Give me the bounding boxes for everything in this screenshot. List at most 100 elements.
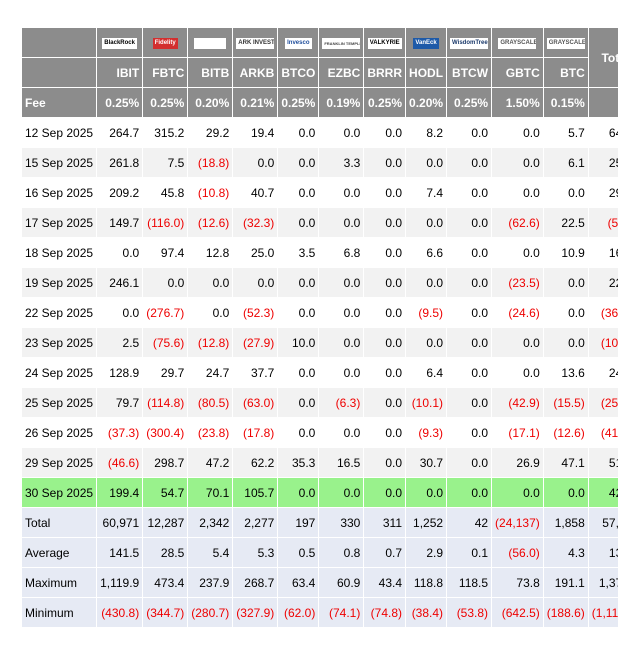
logo-cell: GRAYSCALE <box>542 27 589 58</box>
row-label: 25 Sep 2025 <box>20 387 98 418</box>
cell-value: (188.6) <box>542 597 589 628</box>
cell-value: 42 <box>446 507 493 538</box>
cell-value: 264.7 <box>96 117 144 148</box>
cell-value: (24.6) <box>491 297 544 328</box>
cell-value: 1,858 <box>542 507 589 538</box>
cell-value: (46.6) <box>96 447 144 478</box>
cell-value: (15.5) <box>542 387 589 418</box>
cell-value: 5.3 <box>232 537 279 568</box>
cell-value: 0.0 <box>405 207 448 238</box>
cell-value: (276.7) <box>142 297 189 328</box>
corner-cell <box>20 57 98 88</box>
cell-value: (24,137) <box>491 507 544 538</box>
cell-value: (300.4) <box>142 417 189 448</box>
cell-value: (80.5) <box>187 387 234 418</box>
cell-value: 3.3 <box>318 147 365 178</box>
date-row: 22 Sep 2025 0.0 (276.7) 0.0 (52.3) 0.0 0.0 0.0(… <box>20 297 618 328</box>
cell-value: 0.0 <box>491 477 544 508</box>
cell-value: 0.0 <box>446 207 493 238</box>
cell-value: 97.4 <box>142 237 189 268</box>
cell-value: 37.7 <box>232 357 279 388</box>
cell-value: 2,342 <box>187 507 234 538</box>
cell-value: 0.0 <box>363 477 407 508</box>
cell-value: 28.5 <box>142 537 189 568</box>
ticker-row: IBIT FBTC BITB ARKB BTCO EZBC BRRR HODL BTCW GBTC… <box>20 57 618 88</box>
cell-value: 6.1 <box>542 147 589 178</box>
issuer-logo: ARK INVEST <box>236 37 275 49</box>
cell-value: 0.0 <box>542 267 589 298</box>
date-row: 25 Sep 2025 79.7 (114.8) (80.5) (63.0) 0.0 (6.… <box>20 387 618 418</box>
date-row: 17 Sep 2025 149.7 (116.0) (12.6) (32.3) 0.0 0.… <box>20 207 618 238</box>
cell-value: 0.0 <box>318 207 365 238</box>
cell-value: (53.8) <box>446 597 493 628</box>
cell-value: 73.8 <box>491 567 544 598</box>
ticker: HODL <box>405 57 448 88</box>
cell-value: 54.7 <box>142 477 189 508</box>
cell-value: 0.0 <box>277 417 320 448</box>
row-label: 18 Sep 2025 <box>20 237 98 268</box>
cell-value: 473.4 <box>142 567 189 598</box>
cell-value: 16.5 <box>318 447 365 478</box>
cell-value: 197 <box>277 507 320 538</box>
ticker: FBTC <box>142 57 189 88</box>
fee-value: 0.21% <box>232 87 279 118</box>
cell-value: (17.8) <box>232 417 279 448</box>
cell-value: 199.4 <box>96 477 144 508</box>
cell-value: 0.0 <box>318 477 365 508</box>
cell-value: 12.8 <box>187 237 234 268</box>
cell-value: 6.8 <box>318 237 365 268</box>
cell-value: 3.5 <box>277 237 320 268</box>
cell-value: 0.0 <box>277 117 320 148</box>
cell-value: (12.6) <box>187 207 234 238</box>
cell-value: (9.5) <box>405 297 448 328</box>
cell-value: 0.0 <box>318 357 365 388</box>
fee-value: 0.20% <box>405 87 448 118</box>
cell-value: 0.0 <box>187 297 234 328</box>
corner-cell <box>20 27 98 58</box>
cell-value: 222.6 <box>587 267 618 298</box>
cell-value: 0.0 <box>363 387 407 418</box>
cell-value: 0.0 <box>277 387 320 418</box>
cell-value: 0.0 <box>363 297 407 328</box>
cell-value: 62.2 <box>232 447 279 478</box>
ticker: BTCO <box>277 57 320 88</box>
summary-row: Maximum 1,119.9 473.4 237.9 268.7 63.4 60.9 43.… <box>20 567 618 598</box>
cell-value: (18.8) <box>187 147 234 178</box>
logo-cell: BlackRock <box>96 27 144 58</box>
logo-cell: GRAYSCALE <box>491 27 544 58</box>
cell-value: 105.7 <box>232 477 279 508</box>
cell-value: 0.0 <box>363 177 407 208</box>
cell-value: (38.4) <box>405 597 448 628</box>
cell-value: 0.0 <box>363 207 407 238</box>
cell-value: 0.0 <box>405 477 448 508</box>
fee-value: 0.25% <box>446 87 493 118</box>
cell-value: 0.0 <box>277 357 320 388</box>
logo-cell: Invesco <box>277 27 320 58</box>
cell-value: 0.0 <box>363 237 407 268</box>
cell-value: 0.0 <box>491 327 544 358</box>
cell-value: 60.9 <box>318 567 365 598</box>
row-label: 23 Sep 2025 <box>20 327 98 358</box>
cell-value: 0.0 <box>318 297 365 328</box>
cell-value: 60,971 <box>96 507 144 538</box>
cell-value: 149.7 <box>96 207 144 238</box>
logo-cell: VALKYRIE <box>363 27 407 58</box>
row-label: Minimum <box>20 597 98 628</box>
fee-row: Fee 0.25% 0.25% 0.20% 0.21% 0.25% 0.19% 0.25% 0.… <box>20 87 618 118</box>
cell-value: 13.6 <box>542 357 589 388</box>
cell-value: 0.0 <box>446 267 493 298</box>
cell-value: 0.0 <box>277 147 320 178</box>
cell-value: 8.2 <box>405 117 448 148</box>
cell-value: 0.0 <box>542 327 589 358</box>
cell-value: 0.0 <box>363 327 407 358</box>
cell-value: 237.9 <box>187 567 234 598</box>
cell-value: 0.0 <box>277 477 320 508</box>
cell-value: (52.3) <box>232 297 279 328</box>
date-row: 18 Sep 2025 0.0 97.4 12.8 25.0 3.5 6.8 0.0 6.6 0.… <box>20 237 618 268</box>
cell-value: 47.2 <box>187 447 234 478</box>
cell-value: 0.0 <box>446 327 493 358</box>
ticker: GBTC <box>491 57 544 88</box>
cell-value: (344.7) <box>142 597 189 628</box>
cell-value: 0.0 <box>232 147 279 178</box>
